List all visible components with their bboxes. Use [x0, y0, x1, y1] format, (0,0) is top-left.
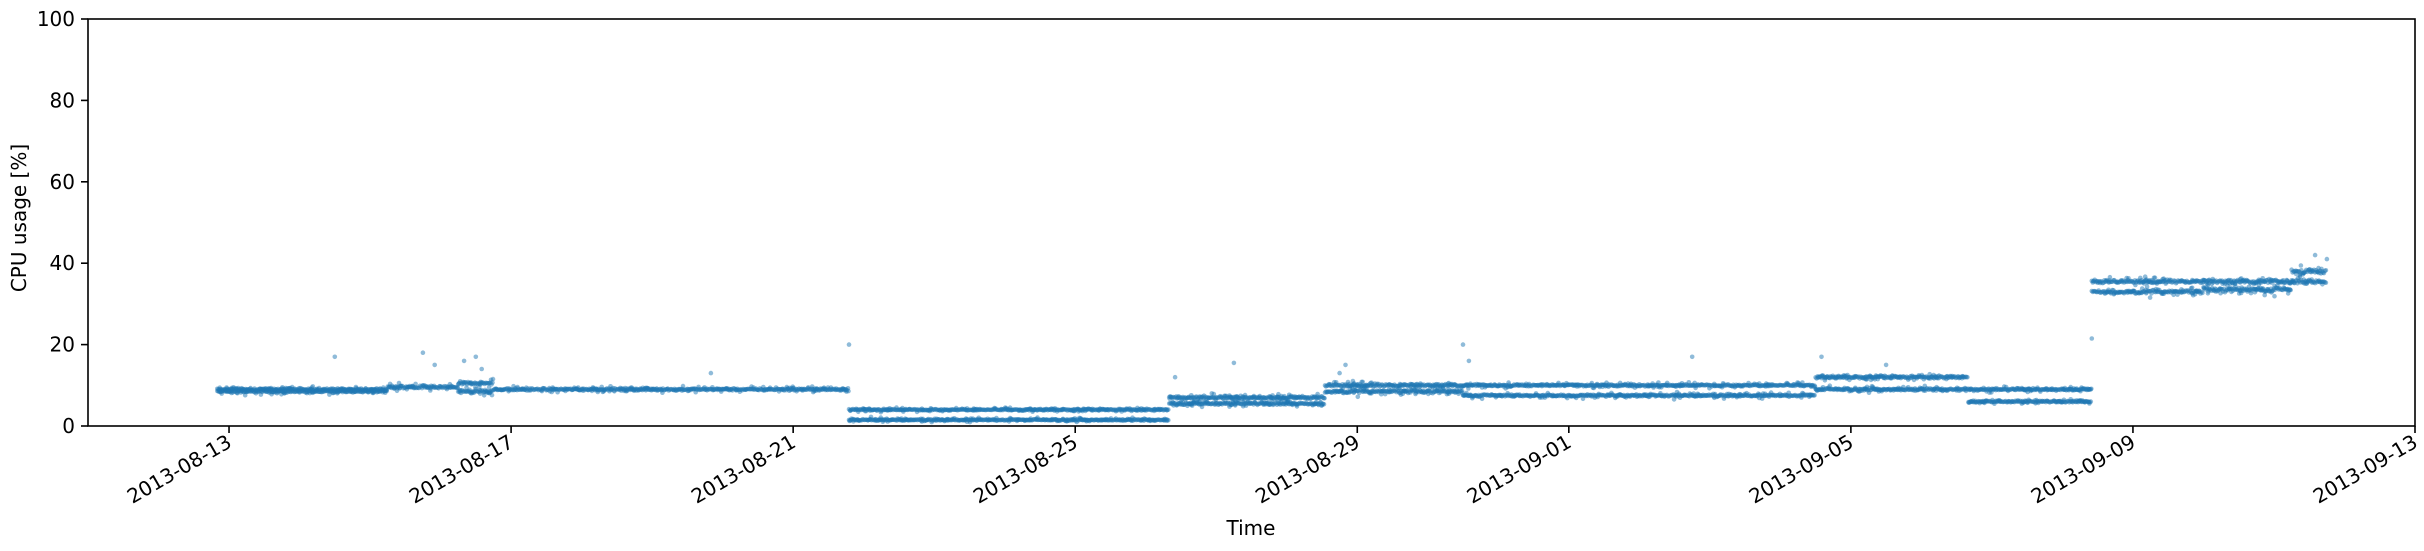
data-point [846, 388, 851, 394]
data-point [1211, 391, 1217, 397]
data-point [1166, 407, 1171, 412]
data-point [413, 381, 418, 387]
data-point [2088, 399, 2094, 404]
data-point [1315, 391, 1320, 397]
data-point [489, 392, 495, 398]
data-point [1812, 392, 1817, 398]
data-point [486, 385, 492, 390]
data-point [481, 393, 487, 398]
data-point [1166, 418, 1171, 423]
data-point [2107, 274, 2113, 280]
data-point [1360, 379, 1365, 385]
data-point [2089, 386, 2094, 392]
data-point [490, 380, 495, 385]
data-points [215, 252, 2330, 425]
data-point [2144, 284, 2150, 290]
data-point [1321, 402, 1327, 407]
data-point [680, 383, 686, 389]
data-point [1355, 394, 1361, 400]
data-point [1322, 395, 1327, 401]
data-point [2152, 275, 2158, 281]
data-point [2189, 285, 2195, 291]
data-point [490, 376, 496, 382]
data-point [384, 388, 390, 394]
data-point [2200, 290, 2205, 296]
data-point [2147, 295, 2153, 300]
data-point [1965, 374, 1970, 380]
